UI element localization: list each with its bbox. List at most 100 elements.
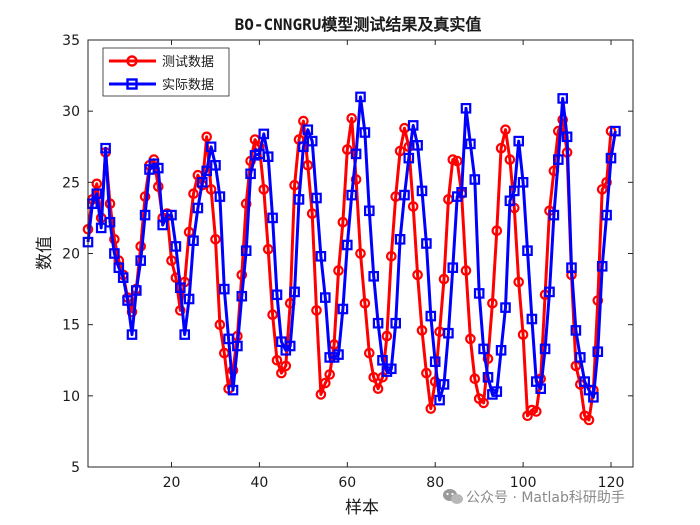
- data-point: [302, 124, 314, 135]
- data-point: [588, 392, 599, 403]
- data-point: [117, 272, 129, 283]
- data-point: [236, 290, 248, 302]
- data-point: [451, 155, 463, 167]
- data-point: [552, 154, 564, 165]
- data-point: [333, 349, 344, 360]
- data-point: [240, 198, 252, 209]
- data-point: [258, 184, 270, 195]
- data-point: [460, 102, 472, 114]
- data-point: [583, 414, 595, 426]
- data-point: [267, 212, 278, 224]
- data-point: [421, 367, 432, 379]
- data-point: [350, 148, 362, 160]
- data-point: [306, 135, 318, 147]
- data-point: [346, 189, 357, 201]
- data-point: [596, 261, 608, 272]
- data-point: [188, 188, 199, 199]
- data-point: [504, 154, 516, 165]
- data-point: [372, 383, 384, 394]
- data-point: [399, 189, 410, 201]
- data-point: [605, 152, 617, 164]
- data-point: [513, 135, 524, 147]
- data-point: [319, 377, 331, 389]
- data-point: [183, 293, 195, 305]
- data-point: [566, 262, 577, 273]
- data-point: [412, 140, 423, 151]
- data-point: [267, 309, 278, 320]
- data-point: [469, 373, 481, 385]
- data-point: [403, 152, 415, 164]
- data-point: [491, 225, 503, 236]
- data-point: [561, 131, 573, 143]
- data-point: [232, 340, 243, 352]
- legend-marker-test: [126, 55, 138, 67]
- data-point: [91, 178, 103, 190]
- data-point: [197, 177, 208, 188]
- data-point: [412, 269, 423, 281]
- wechat-icon: [443, 489, 463, 504]
- data-point: [355, 91, 366, 103]
- y-tick-label: 20: [62, 247, 80, 263]
- data-point: [394, 145, 406, 157]
- data-point: [249, 134, 261, 145]
- data-point: [416, 325, 428, 336]
- data-point: [548, 209, 560, 221]
- data-point: [359, 297, 371, 309]
- data-point: [175, 282, 186, 293]
- data-point: [280, 360, 292, 372]
- x-tick-label: 120: [598, 475, 625, 491]
- data-point: [526, 313, 538, 325]
- data-point: [478, 343, 489, 355]
- data-point: [509, 185, 520, 197]
- data-point: [478, 397, 489, 409]
- series-line: [86, 95, 617, 402]
- chart-title: BO-CNNGRU模型测试结果及真实值: [235, 15, 482, 34]
- series-actual: [82, 91, 621, 406]
- data-point: [416, 185, 428, 197]
- x-tick-label: 100: [510, 475, 537, 491]
- data-point: [271, 289, 283, 301]
- data-point: [214, 191, 226, 202]
- y-axis-label: 数值: [35, 236, 55, 270]
- data-point: [473, 288, 485, 299]
- x-axis: 20 40 60 80 100 120: [163, 40, 625, 491]
- data-point: [205, 184, 217, 195]
- data-point: [227, 384, 239, 396]
- data-point: [500, 302, 511, 313]
- data-point: [271, 354, 283, 366]
- data-point: [539, 343, 551, 355]
- data-point: [293, 194, 305, 205]
- x-tick-label: 40: [250, 475, 268, 491]
- x-tick-label: 80: [426, 475, 444, 491]
- data-point: [438, 273, 450, 285]
- data-point: [284, 340, 296, 352]
- data-point: [601, 209, 612, 221]
- data-point: [456, 187, 467, 198]
- data-point: [192, 202, 204, 214]
- data-point: [210, 234, 221, 245]
- legend-label-test: 测试数据: [162, 55, 214, 70]
- data-point: [126, 329, 138, 340]
- legend-label-actual: 实际数据: [162, 78, 214, 93]
- y-tick-label: 35: [62, 33, 80, 49]
- data-point: [574, 352, 586, 363]
- series-layer: [82, 91, 621, 426]
- data-point: [460, 265, 472, 276]
- data-point: [394, 234, 406, 245]
- data-point: [240, 245, 252, 256]
- data-point: [522, 245, 533, 256]
- y-axis: 5 10 15 20 25 30 35: [62, 33, 633, 476]
- data-point: [469, 174, 481, 185]
- data-point: [434, 394, 445, 406]
- data-point: [179, 329, 190, 340]
- data-point: [557, 93, 568, 104]
- data-point: [390, 317, 401, 329]
- x-axis-label: 样本: [345, 498, 379, 518]
- data-point: [504, 195, 516, 207]
- data-point: [262, 243, 274, 255]
- data-point: [552, 125, 564, 137]
- data-point: [289, 286, 300, 298]
- data-point: [425, 310, 437, 322]
- plot-area: 20 40 60 80 100 120 5 10 15 20 25 30 35: [62, 33, 634, 491]
